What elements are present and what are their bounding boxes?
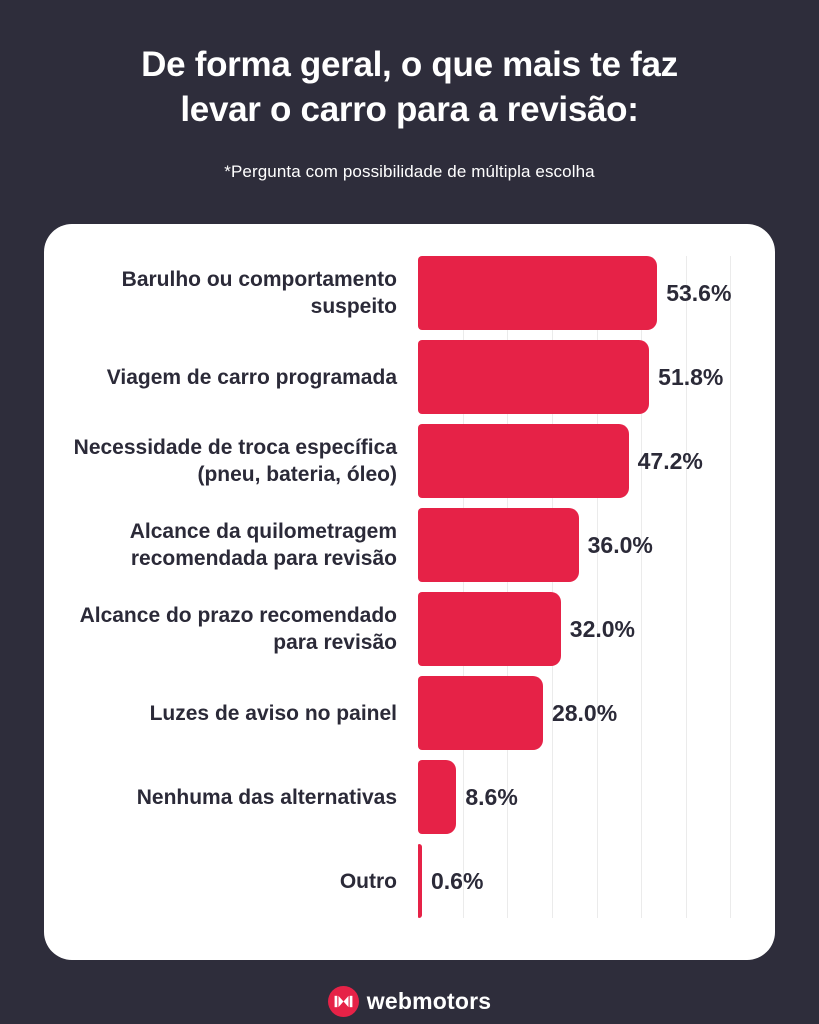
- bar-track: 47.2%: [418, 424, 775, 498]
- value-label: 0.6%: [431, 867, 484, 894]
- bar: [418, 340, 650, 414]
- bar-row: Luzes de aviso no painel 28.0%: [64, 676, 775, 750]
- category-label: Alcance do prazo recomendado para revisã…: [79, 604, 397, 654]
- value-label: 8.6%: [465, 783, 518, 810]
- bar-row: Nenhuma das alternativas 8.6%: [64, 760, 775, 834]
- bar: [418, 676, 543, 750]
- bar-row: Viagem de carro programada 51.8%: [64, 340, 775, 414]
- gridline: [730, 256, 732, 918]
- gridlines-layer: [418, 256, 775, 918]
- bar-track: 28.0%: [418, 676, 775, 750]
- bar-row: Alcance do prazo recomendado para revisã…: [64, 592, 775, 666]
- bar-row: Alcance da quilometragem recomendada par…: [64, 508, 775, 582]
- bar-track: 32.0%: [418, 592, 775, 666]
- page-title-line2: levar o carro para a revisão:: [180, 90, 639, 129]
- bar: [418, 844, 422, 918]
- gridline: [641, 256, 643, 918]
- bar: [418, 424, 629, 498]
- category-label: Luzes de aviso no painel: [149, 701, 397, 725]
- page-title-line1: De forma geral, o que mais te faz: [141, 45, 678, 84]
- category-label: Nenhuma das alternativas: [136, 785, 397, 809]
- brand-name: webmotors: [366, 987, 492, 1014]
- value-label: 36.0%: [587, 531, 653, 558]
- bar-chart: Barulho ou comportamento suspeito 53.6% Vi…: [44, 256, 775, 918]
- gridline: [685, 256, 687, 918]
- bar: [418, 760, 457, 834]
- value-label: 53.6%: [666, 279, 732, 306]
- bar-track: 8.6%: [418, 760, 775, 834]
- bar: [418, 256, 658, 330]
- value-label: 28.0%: [551, 699, 618, 726]
- gridline: [462, 256, 464, 918]
- page-title: De forma geral, o que mais te faz levar …: [0, 42, 819, 132]
- bar-track: 0.6%: [418, 844, 775, 918]
- value-label: 51.8%: [658, 363, 724, 390]
- bar: [418, 508, 579, 582]
- bar-track: 53.6%: [418, 256, 775, 330]
- bar-track: 51.8%: [418, 340, 775, 414]
- category-label: Alcance da quilometragem recomendada par…: [129, 520, 397, 570]
- gridline: [507, 256, 509, 918]
- chart-card: Barulho ou comportamento suspeito 53.6% Vi…: [44, 224, 775, 960]
- webmotors-logo-icon: [327, 985, 359, 1017]
- value-label: 47.2%: [637, 447, 703, 474]
- bar-row: Barulho ou comportamento suspeito 53.6%: [64, 256, 775, 330]
- bar: [418, 592, 561, 666]
- category-label: Outro: [339, 869, 397, 893]
- bar-row: Outro 0.6%: [64, 844, 775, 918]
- category-label: Viagem de carro programada: [106, 365, 397, 389]
- brand-footer: webmotors: [0, 981, 819, 1021]
- category-label: Necessidade de troca específica (pneu, b…: [73, 436, 397, 486]
- gridline: [551, 256, 553, 918]
- gridline: [596, 256, 598, 918]
- value-label: 32.0%: [569, 615, 636, 642]
- bar-track: 36.0%: [418, 508, 775, 582]
- page-subtitle: *Pergunta com possibilidade de múltipla …: [224, 162, 595, 181]
- bar-row: Necessidade de troca específica (pneu, b…: [64, 424, 775, 498]
- bar-rows: Barulho ou comportamento suspeito 53.6% Vi…: [44, 256, 775, 918]
- category-label: Barulho ou comportamento suspeito: [121, 268, 397, 318]
